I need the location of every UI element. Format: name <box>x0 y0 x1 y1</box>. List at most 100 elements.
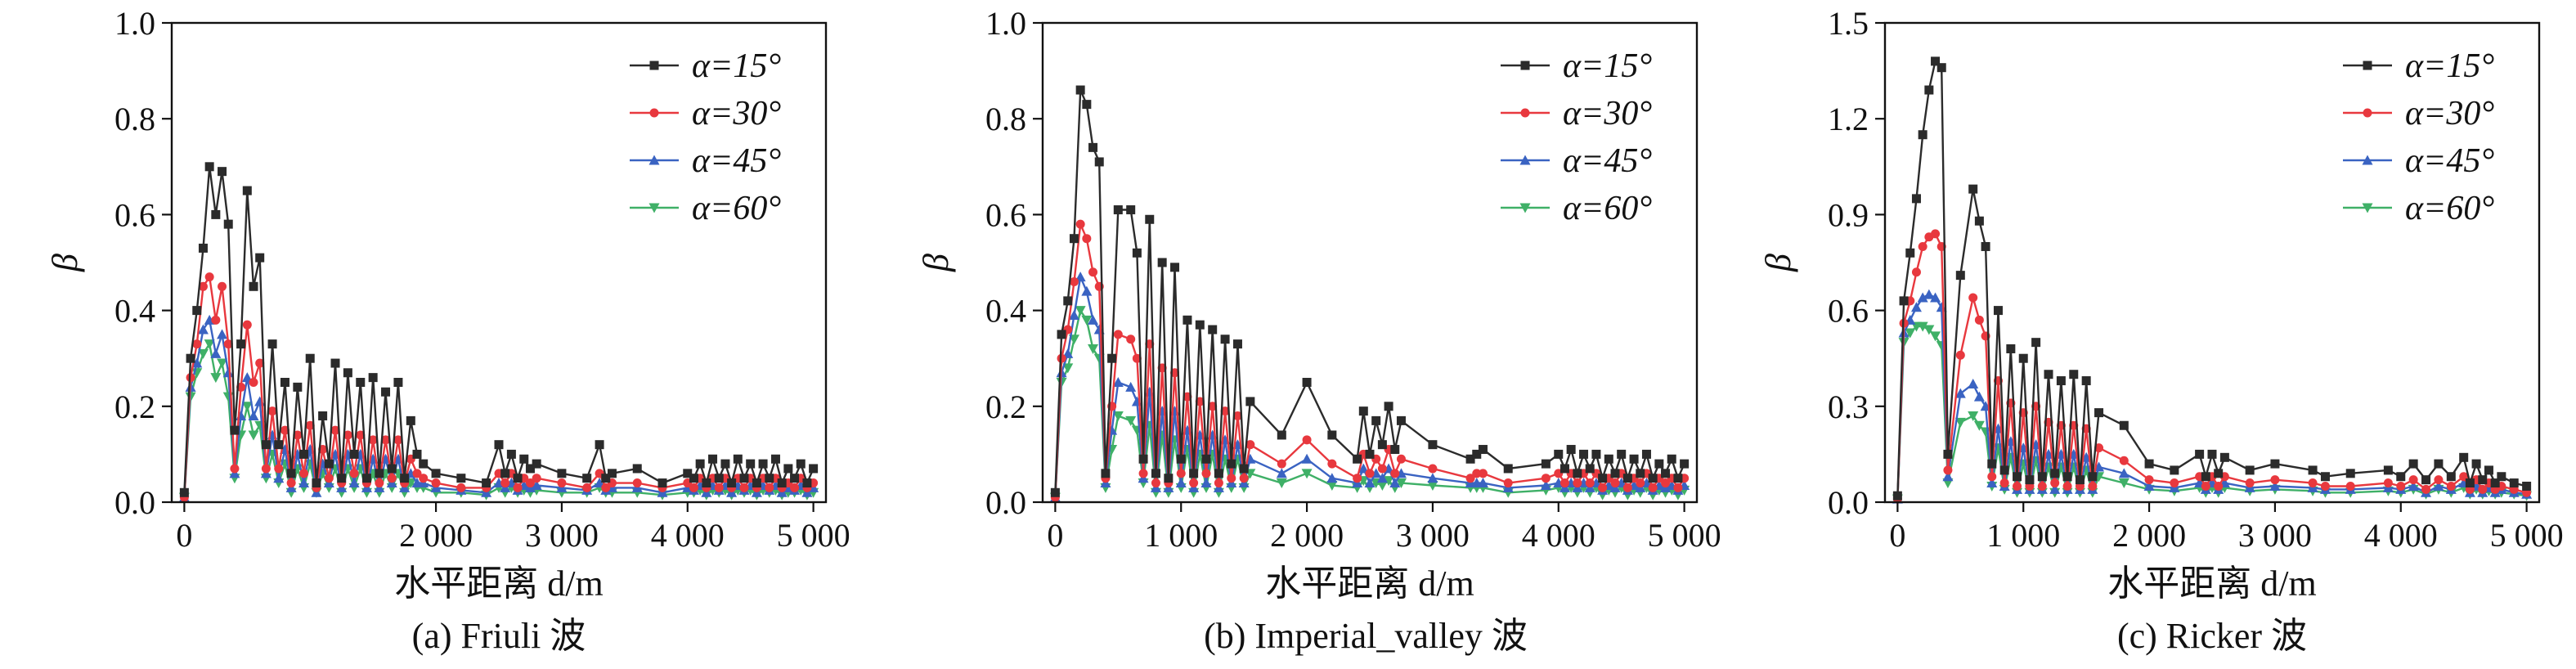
data-point <box>758 459 768 469</box>
data-point <box>419 474 429 483</box>
data-point <box>1069 234 1079 244</box>
legend-label: α=30° <box>1563 95 1652 132</box>
data-point <box>1943 465 1953 475</box>
data-point <box>1353 454 1362 464</box>
data-point <box>1088 314 1099 325</box>
data-point <box>1245 397 1255 406</box>
data-point <box>1175 478 1187 488</box>
data-point <box>1427 480 1438 491</box>
data-point <box>211 209 221 219</box>
data-point <box>343 368 352 378</box>
data-point <box>790 474 800 483</box>
data-point <box>765 474 774 483</box>
data-point <box>1661 478 1671 488</box>
data-point <box>2143 480 2155 491</box>
legend-label: α=60° <box>2405 190 2494 227</box>
data-point <box>1063 296 1073 306</box>
legend-marker <box>2362 155 2373 165</box>
data-point <box>204 162 214 172</box>
data-point <box>274 464 284 474</box>
data-point <box>657 478 667 488</box>
data-point <box>1327 459 1337 469</box>
y-tick-label: 1.2 <box>1828 101 1869 137</box>
x-tick-label: 4 000 <box>651 517 725 554</box>
x-tick-label: 0 <box>176 517 192 554</box>
data-point <box>1477 478 1488 488</box>
data-point <box>368 373 378 383</box>
data-point <box>2214 481 2224 491</box>
data-point <box>1917 292 1928 303</box>
data-point <box>770 454 780 464</box>
data-point <box>1981 241 1990 251</box>
data-point <box>1598 483 1608 492</box>
data-point <box>254 396 266 406</box>
x-tick-label: 2 000 <box>1270 517 1344 554</box>
panel-caption: (c) Ricker 波 <box>2117 616 2307 656</box>
y-tick-label: 0.8 <box>985 101 1026 137</box>
data-point <box>1540 479 1551 490</box>
x-tick-label: 1 000 <box>1986 517 2060 554</box>
data-point <box>1924 85 1934 95</box>
data-point <box>1081 285 1093 296</box>
data-point <box>1277 459 1286 469</box>
data-point <box>381 387 391 397</box>
x-tick-label: 0 <box>1889 517 1905 554</box>
data-point <box>356 378 366 387</box>
x-tick-label: 3 000 <box>2238 517 2312 554</box>
data-point <box>632 478 642 488</box>
data-point <box>217 329 228 339</box>
legend-label: α=30° <box>692 95 781 132</box>
series-a30 <box>1050 219 1690 502</box>
data-point <box>1208 402 1218 411</box>
data-point <box>249 378 258 387</box>
data-point <box>1427 473 1438 483</box>
data-point <box>1068 309 1079 320</box>
data-point <box>2408 459 2418 469</box>
data-point <box>198 281 208 291</box>
data-point <box>525 464 535 474</box>
data-point <box>1327 430 1337 440</box>
data-point <box>2170 478 2179 488</box>
data-point <box>2408 480 2419 491</box>
data-point <box>1069 276 1079 286</box>
data-point <box>368 435 378 445</box>
data-point <box>1396 415 1406 425</box>
data-point <box>689 483 698 492</box>
data-point <box>1604 454 1613 464</box>
data-point <box>720 459 730 469</box>
data-point <box>733 454 743 464</box>
data-point <box>2025 475 2035 485</box>
data-point <box>1364 478 1376 488</box>
data-point <box>356 430 366 440</box>
data-point <box>1125 381 1137 392</box>
data-point <box>2207 449 2217 459</box>
data-point <box>2446 481 2456 491</box>
plot-frame <box>170 21 828 504</box>
data-point <box>242 320 252 330</box>
data-point <box>324 474 334 483</box>
y-tick-label: 0.4 <box>985 293 1026 330</box>
data-point <box>210 348 222 358</box>
data-point <box>1220 334 1230 344</box>
data-point <box>1383 476 1394 487</box>
data-point <box>506 449 516 459</box>
data-point <box>2270 459 2280 469</box>
data-point <box>1936 63 1946 73</box>
x-tick-label: 5 000 <box>2490 517 2564 554</box>
data-point <box>2069 370 2079 379</box>
x-tick-label: 2 000 <box>2112 517 2186 554</box>
y-tick-label: 0.9 <box>1828 196 1869 233</box>
data-point <box>1195 320 1205 330</box>
data-point <box>1232 411 1242 421</box>
data-point <box>2050 478 2060 488</box>
y-tick-label: 1.0 <box>114 5 155 42</box>
data-point <box>739 474 749 483</box>
data-point <box>1917 321 1928 332</box>
data-point <box>1395 478 1407 489</box>
data-point <box>2383 465 2393 475</box>
data-point <box>1560 478 1569 488</box>
data-point <box>2201 481 2210 491</box>
data-point <box>708 454 718 464</box>
data-point <box>1585 478 1595 488</box>
data-point <box>2118 478 2129 489</box>
